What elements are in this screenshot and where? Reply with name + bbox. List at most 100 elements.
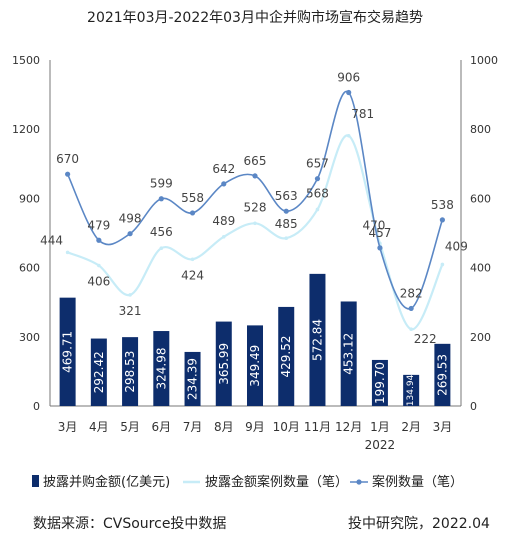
- line-point: [284, 236, 289, 240]
- line-point: [377, 245, 383, 251]
- bar-data-label: 365.99: [217, 343, 231, 385]
- line-point: [408, 305, 414, 312]
- line-point: [96, 237, 102, 243]
- bar: [309, 273, 326, 406]
- line-point: [439, 217, 445, 223]
- bar-data-label: 134.94: [406, 374, 416, 406]
- credit-note: 投中研究院，2022.04: [348, 516, 490, 532]
- line-data-label: 457: [368, 226, 391, 240]
- series-line-disclosed-deals: [67, 134, 444, 331]
- bar-data-label: 234.39: [186, 358, 200, 400]
- line-point: [409, 327, 413, 331]
- bar-data-label: 349.49: [248, 345, 262, 387]
- x-axis-tick-label: 8月: [214, 420, 234, 434]
- line-data-label: 781: [351, 107, 374, 121]
- data-source-note: 数据来源：CVSource投中数据: [33, 516, 227, 532]
- line-point: [97, 263, 101, 268]
- line-data-label: 642: [212, 162, 235, 176]
- line-data-label: 568: [306, 186, 329, 200]
- bar-data-label: 292.42: [92, 351, 106, 393]
- legend-label: 披露并购金额(亿美元): [43, 474, 170, 490]
- x-axis-tick-label: 2月: [401, 420, 421, 434]
- line-data-label: 424: [181, 268, 204, 282]
- right-axis-tick-label: 800: [470, 123, 491, 136]
- line-data-label: 409: [445, 239, 468, 253]
- line-data-label: 563: [275, 189, 298, 203]
- line-data-label: 906: [337, 71, 360, 85]
- line-point: [315, 207, 320, 212]
- x-axis-tick-label: 6月: [151, 420, 171, 434]
- legend-marker-bar: [32, 475, 39, 487]
- line-point: [189, 210, 196, 216]
- x-axis-tick-label: 3月: [58, 420, 78, 434]
- bar-data-label: 453.12: [342, 333, 356, 375]
- line-point: [346, 133, 351, 138]
- line-data-label: 456: [150, 225, 173, 239]
- legend-label: 披露金额案例数量（笔）: [205, 474, 348, 490]
- line-data-label: 599: [150, 177, 173, 191]
- left-axis-tick-label: 600: [19, 262, 40, 275]
- right-axis-tick-label: 1000: [470, 54, 498, 67]
- line-data-label: 222: [414, 332, 437, 346]
- line-point: [283, 208, 289, 214]
- right-axis-tick-label: 200: [470, 331, 491, 344]
- legend-label: 案例数量（笔）: [372, 474, 463, 490]
- bar: [278, 306, 295, 406]
- x-axis-tick-label: 7月: [183, 420, 203, 434]
- legend-marker-point: [356, 479, 362, 485]
- line-point: [221, 235, 226, 239]
- bar-data-label: 324.98: [154, 348, 168, 390]
- left-axis-tick-label: 900: [19, 192, 40, 205]
- line-data-label: 528: [244, 200, 267, 214]
- line-data-label: 665: [244, 154, 267, 168]
- line-data-label: 444: [40, 233, 63, 247]
- bar-data-label: 469.71: [61, 331, 75, 373]
- bar: [247, 325, 263, 406]
- bar: [403, 374, 420, 406]
- chart-title: 2021年03月-2022年03月中企并购市场宣布交易趋势: [87, 9, 423, 26]
- line-point: [127, 231, 133, 237]
- bar-data-label: 572.84: [310, 319, 324, 361]
- left-axis-tick-label: 300: [19, 331, 40, 344]
- bar: [184, 351, 201, 406]
- bar: [340, 301, 357, 406]
- bar: [90, 338, 107, 406]
- bar-data-label: 429.52: [279, 335, 293, 377]
- line-point: [128, 293, 132, 297]
- bar: [122, 337, 139, 406]
- x-axis-tick-label: 12月: [335, 420, 362, 434]
- right-axis-tick-label: 400: [470, 262, 491, 275]
- line-data-label: 670: [56, 152, 79, 166]
- x-axis-tick-label: 10月: [273, 420, 300, 434]
- line-point: [253, 221, 257, 226]
- line-point: [65, 250, 70, 255]
- bar: [59, 297, 76, 406]
- left-axis-tick-label: 1200: [12, 123, 40, 136]
- line-data-label: 498: [119, 212, 142, 226]
- x-axis-tick-label: 5月: [120, 420, 140, 434]
- x-axis-tick-label: 11月: [304, 420, 331, 434]
- line-point: [159, 246, 164, 251]
- line-data-label: 406: [87, 275, 110, 289]
- x-axis-tick-label: 1月: [370, 420, 390, 434]
- line-point: [221, 181, 227, 187]
- bar-data-label: 298.53: [123, 351, 137, 393]
- left-axis-tick-label: 0: [33, 400, 40, 413]
- bar: [371, 359, 388, 406]
- bar: [215, 321, 232, 406]
- line-data-label: 282: [400, 286, 423, 300]
- line-point: [65, 171, 71, 177]
- line-point: [190, 257, 195, 262]
- x-axis-tick-label: 9月: [245, 420, 265, 434]
- line-data-label: 558: [181, 191, 204, 205]
- left-axis-tick-label: 1500: [12, 54, 40, 67]
- bar: [434, 343, 451, 406]
- right-axis-tick-label: 600: [470, 192, 491, 205]
- line-data-label: 470: [362, 218, 385, 232]
- bar: [153, 331, 170, 406]
- line-data-label: 321: [119, 304, 142, 318]
- line-data-label: 479: [87, 218, 110, 232]
- line-point: [440, 262, 445, 267]
